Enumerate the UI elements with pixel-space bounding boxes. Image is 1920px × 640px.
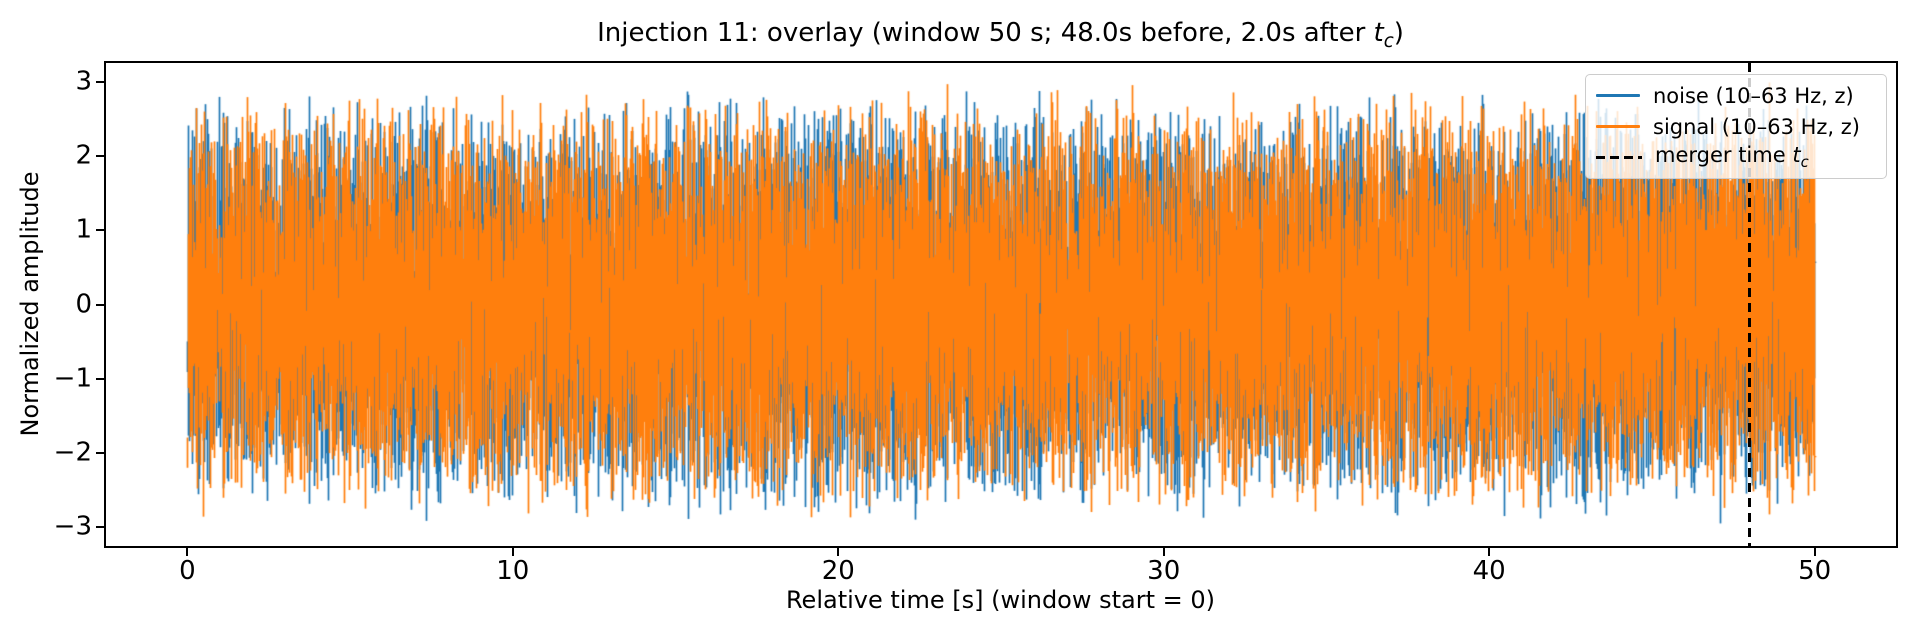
y-tick-mark xyxy=(96,452,104,455)
x-axis-label: Relative time [s] (window start = 0) xyxy=(785,586,1216,614)
legend-label: noise (10–63 Hz, z) xyxy=(1653,83,1854,108)
y-tick-label: −2 xyxy=(53,437,92,468)
dashed-line-swatch-icon xyxy=(1596,156,1642,159)
y-tick-mark xyxy=(96,303,104,306)
x-tick-mark xyxy=(1162,548,1165,556)
y-tick-label: −3 xyxy=(53,511,92,542)
y-tick-label: 3 xyxy=(75,65,92,96)
x-tick-label: 50 xyxy=(1798,556,1832,586)
x-tick-mark xyxy=(1813,548,1816,556)
y-tick-mark xyxy=(96,154,104,157)
x-tick-label: 0 xyxy=(179,556,196,586)
y-tick-mark xyxy=(96,229,104,232)
line-swatch-icon xyxy=(1596,93,1640,98)
legend-entry-merger: merger time tc xyxy=(1596,142,1876,173)
y-tick-label: −1 xyxy=(53,363,92,394)
y-tick-mark xyxy=(96,526,104,529)
legend-label: merger time tc xyxy=(1655,143,1809,172)
y-tick-label: 2 xyxy=(75,140,92,171)
legend-math-t: t xyxy=(1792,143,1801,168)
y-tick-label: 1 xyxy=(75,214,92,245)
legend-math-sub-c: c xyxy=(1800,154,1809,172)
line-swatch-icon xyxy=(1596,124,1640,129)
legend-entry-noise: noise (10–63 Hz, z) xyxy=(1596,80,1876,111)
y-tick-label: 0 xyxy=(75,288,92,319)
chart-title-math-t: t xyxy=(1373,18,1384,48)
chart-title-math-sub-c: c xyxy=(1383,31,1394,53)
legend: noise (10–63 Hz, z) signal (10–63 Hz, z) m… xyxy=(1585,74,1887,179)
x-tick-label: 40 xyxy=(1472,556,1506,586)
chart-title-suffix: ) xyxy=(1393,18,1404,48)
x-tick-mark xyxy=(186,548,189,556)
x-tick-mark xyxy=(1488,548,1491,556)
merger-time-line xyxy=(1748,63,1751,546)
legend-entry-signal: signal (10–63 Hz, z) xyxy=(1596,111,1876,142)
legend-label: signal (10–63 Hz, z) xyxy=(1653,114,1860,139)
x-tick-label: 30 xyxy=(1147,556,1181,586)
x-tick-label: 10 xyxy=(496,556,530,586)
chart-title-text: Injection 11: overlay (window 50 s; 48.0… xyxy=(597,18,1374,48)
x-tick-mark xyxy=(837,548,840,556)
chart-title: Injection 11: overlay (window 50 s; 48.0… xyxy=(105,18,1896,52)
x-tick-mark xyxy=(511,548,514,556)
y-tick-mark xyxy=(96,80,104,83)
x-tick-label: 20 xyxy=(821,556,855,586)
y-tick-mark xyxy=(96,377,104,380)
